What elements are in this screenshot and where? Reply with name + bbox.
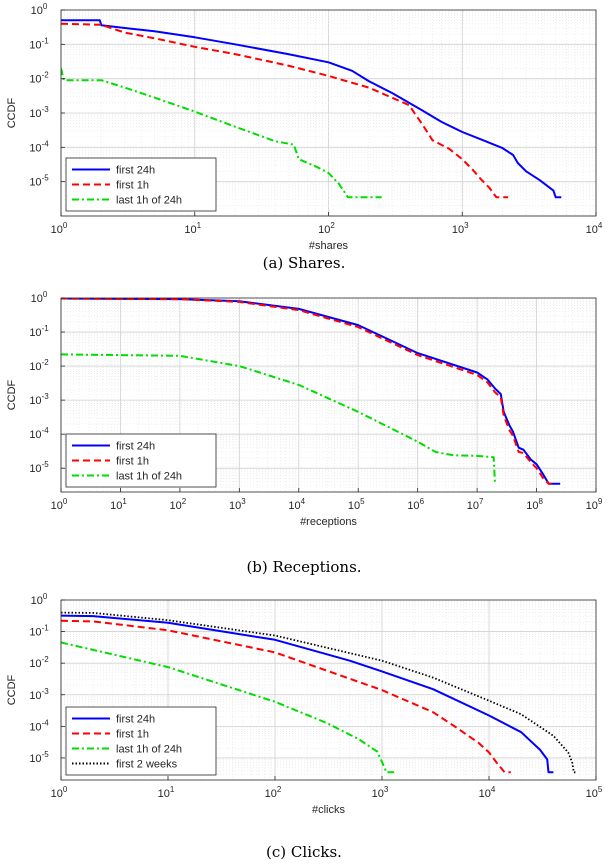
legend-label: first 1h [116, 456, 149, 468]
series-group [61, 298, 561, 485]
caption-shares: (a) Shares. [262, 254, 346, 272]
x-tick-label: 106 [407, 497, 424, 512]
y-tick-label: 10-3 [29, 105, 49, 120]
axes-box [60, 297, 597, 493]
x-tick-label: 102 [265, 785, 282, 800]
y-tick-label: 100 [31, 592, 48, 607]
x-tick-label: 100 [51, 785, 68, 800]
y-tick-label: 10-2 [29, 358, 49, 373]
legend-label: first 1h [116, 729, 149, 741]
y-tick-label: 10-4 [29, 139, 49, 154]
legend-label: first 24h [116, 165, 155, 177]
legend-label: last 1h of 24h [116, 471, 182, 483]
x-tick-label: 104 [586, 221, 603, 236]
series-group [61, 19, 562, 199]
legend-label: first 2 weeks [116, 759, 178, 771]
legend: first 24h first 1h last 1h of 24h first 2 w… [65, 706, 217, 776]
legend-label: last 1h of 24h [116, 195, 182, 207]
y-tick-label: 10-2 [29, 655, 49, 670]
shares-chart: 100 101 102 103 104 100 10-1 10-2 10-3 10-4 10-5 #s… [0, 0, 608, 250]
chart-svg: 100 101 102 103 104 105 106 107 108 109 100 10-1 10-… [6, 290, 603, 528]
y-tick-label: 100 [31, 290, 48, 305]
x-tick-label: 102 [170, 497, 187, 512]
x-tick-label: 103 [452, 221, 469, 236]
x-tick-label: 109 [586, 497, 603, 512]
series-line-first-1h [61, 619, 511, 774]
y-tick-label: 10-5 [29, 174, 49, 189]
y-tick-label: 10-3 [29, 392, 49, 407]
x-tick-label: 108 [526, 497, 543, 512]
x-tick-label: 101 [110, 497, 127, 512]
x-tick-label: 100 [51, 221, 68, 236]
series-line-last-1h-of-24h [61, 353, 496, 484]
series-line-first-1h [61, 298, 552, 485]
y-tick-label: 10-1 [29, 36, 49, 51]
receptions-chart: 100 101 102 103 104 105 106 107 108 109 100 10-1 10-… [0, 283, 608, 555]
chart-svg: 100 101 102 103 104 100 10-1 10-2 10-3 10-4 10-5 #s… [6, 2, 603, 250]
series-line-last-1h-of-24h [61, 68, 382, 199]
x-tick-label: 107 [467, 497, 484, 512]
legend-label: last 1h of 24h [116, 744, 182, 756]
x-tick-label: 104 [288, 497, 305, 512]
y-tick-label: 10-5 [29, 750, 49, 765]
grid [60, 10, 596, 217]
y-tick-label: 10-3 [29, 687, 49, 702]
x-axis-label: #receptions [300, 516, 357, 528]
y-tick-label: 100 [31, 2, 48, 17]
x-tick-label: 101 [158, 785, 175, 800]
x-tick-label: 103 [229, 497, 246, 512]
series-line-first-1h [61, 22, 508, 199]
y-axis-label: CCDF [6, 97, 18, 128]
legend-label: first 1h [116, 180, 149, 192]
y-tick-label: 10-2 [29, 71, 49, 86]
series-group [61, 611, 576, 774]
y-tick-label: 10-4 [29, 426, 49, 441]
legend: first 24h first 1h last 1h of 24h [65, 157, 217, 212]
x-axis-label: #shares [309, 240, 349, 250]
y-tick-label: 10-1 [29, 624, 49, 639]
y-tick-label: 10-5 [29, 460, 49, 475]
y-axis-label: CCDF [6, 379, 18, 410]
series-line-first-2-weeks [61, 611, 576, 774]
y-tick-label: 10-1 [29, 324, 49, 339]
x-tick-label: 104 [479, 785, 496, 800]
series-line-last-1h-of-24h [61, 641, 395, 774]
x-tick-label: 105 [586, 785, 603, 800]
axes-box [60, 599, 597, 781]
x-tick-label: 105 [348, 497, 365, 512]
legend: first 24h first 1h last 1h of 24h [65, 433, 217, 488]
caption-receptions: (b) Receptions. [246, 558, 362, 576]
caption-clicks: (c) Clicks. [266, 843, 342, 861]
x-tick-label: 101 [184, 221, 201, 236]
clicks-chart: 100 101 102 103 104 105 100 10-1 10-2 10-3 10-4 10-… [0, 586, 608, 841]
series-line-first-24h [61, 19, 562, 199]
y-tick-label: 10-4 [29, 718, 49, 733]
chart-svg: 100 101 102 103 104 105 100 10-1 10-2 10-3 10-4 10-… [6, 592, 603, 816]
legend-label: first 24h [116, 441, 155, 453]
y-axis-label: CCDF [6, 674, 18, 705]
legend-label: first 24h [116, 714, 155, 726]
x-tick-label: 102 [318, 221, 335, 236]
series-line-first-24h [61, 614, 554, 774]
x-axis-label: #clicks [312, 804, 346, 816]
x-tick-label: 103 [372, 785, 389, 800]
x-tick-label: 100 [51, 497, 68, 512]
